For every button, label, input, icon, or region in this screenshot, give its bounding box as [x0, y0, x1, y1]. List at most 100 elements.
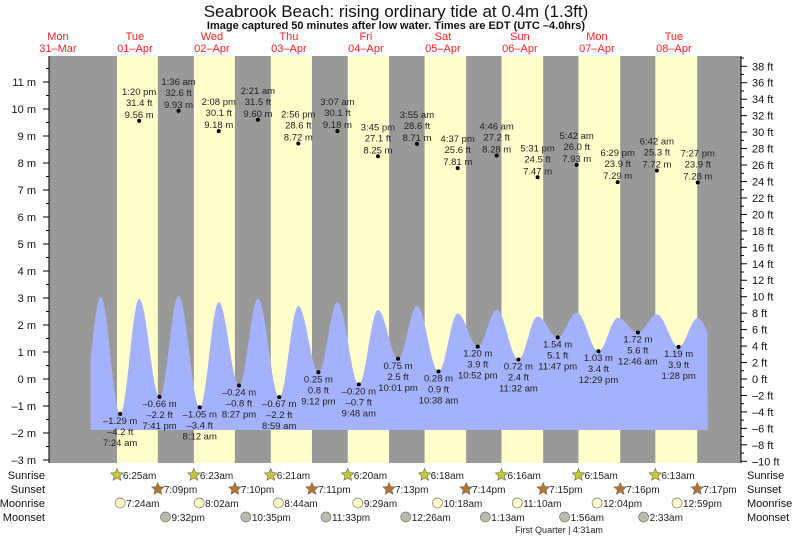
left-tick-label: 3 m — [18, 293, 36, 305]
high-tide-label: 1:36 am — [161, 77, 195, 88]
high-tide-point — [375, 154, 380, 159]
sunrise-star-icon — [648, 467, 663, 481]
right-tick-label: –4 ft — [752, 407, 773, 419]
low-tide-label: –2.2 ft — [266, 410, 293, 421]
high-tide-label: 30.1 ft — [206, 108, 233, 119]
sunset-time: 7:15pm — [549, 485, 582, 496]
sunset-row-label: Sunset — [11, 484, 45, 496]
right-tick-label: 26 ft — [752, 160, 773, 172]
low-tide-label: 8:27 pm — [222, 409, 256, 420]
low-tide-label: 0.25 m — [304, 374, 333, 385]
right-tick-label: 36 ft — [752, 78, 773, 90]
high-tide-label: 6:29 pm — [601, 148, 635, 159]
moonrise-moon-icon — [352, 497, 364, 509]
sunset-row-label-right: Sunset — [747, 484, 781, 496]
moonrise-time: 12:59pm — [683, 499, 722, 510]
sunset-time: 7:10pm — [241, 485, 274, 496]
low-tide-label: 8:59 am — [262, 421, 296, 432]
moonset-moon-icon — [240, 511, 252, 523]
day-label-date: 01–Apr — [117, 43, 153, 55]
day-label-dow: Mon — [47, 31, 68, 43]
high-tide-label: 5:31 pm — [520, 143, 554, 154]
sunrise-star-icon — [571, 467, 586, 481]
moonrise-row-label: Moonrise — [0, 498, 45, 510]
low-tide-label: 3.9 ft — [467, 360, 488, 371]
high-tide-label: 7.29 m — [603, 171, 632, 182]
sunrise-time: 6:20am — [354, 471, 387, 482]
tide-area — [90, 295, 708, 430]
sunrise-time: 6:25am — [123, 471, 156, 482]
high-tide-label: 23.9 ft — [685, 159, 712, 170]
high-tide-label: 3:45 pm — [361, 122, 395, 133]
high-tide-label: 2:56 pm — [281, 110, 315, 121]
moonset-time: 11:33pm — [332, 513, 370, 524]
day-label-dow: Fri — [359, 31, 372, 43]
right-tick-label: 6 ft — [752, 325, 767, 337]
high-tide-label: 9.93 m — [164, 100, 193, 111]
high-tide-point — [137, 118, 142, 123]
high-tide-label: 3:07 am — [320, 97, 354, 108]
low-tide-label: 8:12 am — [183, 431, 217, 442]
high-tide-point — [455, 166, 460, 171]
high-tide-label: 31.5 ft — [245, 97, 272, 108]
moonset-row-label: Moonset — [3, 512, 45, 524]
sunrise-star-icon — [263, 467, 278, 481]
chart-subtitle: Image captured 50 minutes after low wate… — [207, 20, 586, 32]
moonrise-moon-icon — [591, 497, 603, 509]
high-tide-label: 6:42 am — [640, 137, 674, 148]
moonrise-moon-icon — [273, 497, 284, 509]
sunrise-time: 6:23am — [200, 471, 233, 482]
high-tide-label: 30.1 ft — [324, 108, 351, 119]
right-tick-label: 10 ft — [752, 292, 773, 304]
sunrise-star-icon — [110, 467, 124, 481]
high-tide-label: 8.28 m — [482, 144, 511, 155]
high-tide-label: 8.25 m — [363, 145, 392, 156]
day-label-date: 31–Mar — [39, 43, 77, 55]
high-tide-point — [176, 108, 181, 113]
high-tide-label: 7.81 m — [443, 157, 472, 168]
low-tide-label: 5.1 ft — [547, 350, 568, 361]
sunrise-time: 6:21am — [277, 471, 310, 482]
low-tide-point — [316, 370, 321, 375]
low-tide-label: 1.20 m — [463, 349, 492, 360]
sunset-time: 7:17pm — [703, 485, 736, 496]
high-tide-label: 7.93 m — [562, 154, 591, 165]
moonset-time: 2:33am — [650, 513, 683, 524]
moonrise-moon-icon — [193, 497, 205, 509]
low-tide-label: 1.19 m — [664, 349, 693, 360]
low-tide-label: 0.75 m — [384, 361, 413, 372]
sunrise-time: 6:13am — [661, 471, 694, 482]
right-tick-label: 14 ft — [752, 259, 773, 271]
high-tide-label: 28.6 ft — [285, 121, 312, 132]
high-tide-label: 5:42 am — [560, 131, 594, 142]
day-label-date: 03–Apr — [271, 43, 307, 55]
moonset-time: 9:32pm — [171, 513, 204, 524]
low-tide-label: –0.7 ft — [346, 397, 373, 408]
moonset-moon-icon — [400, 511, 412, 523]
day-label-date: 08–Apr — [656, 43, 692, 55]
right-tick-label: 18 ft — [752, 226, 773, 238]
high-tide-label: 25.3 ft — [644, 148, 671, 159]
sunrise-row-label: Sunrise — [8, 470, 45, 482]
low-tide-label: –4.2 ft — [107, 427, 134, 438]
left-tick-label: 2 m — [18, 320, 36, 332]
low-tide-label: 1:28 pm — [661, 371, 695, 382]
moonrise-moon-icon — [511, 497, 523, 509]
right-tick-label: 34 ft — [752, 94, 773, 106]
sunset-star-icon — [227, 481, 242, 495]
moonrise-time: 9:29am — [364, 499, 397, 510]
low-tide-label: –0.67 m — [262, 399, 296, 410]
right-tick-label: 30 ft — [752, 127, 773, 139]
low-tide-point — [157, 394, 162, 399]
high-tide-label: 4:46 am — [480, 121, 514, 132]
right-tick-label: 0 ft — [752, 374, 767, 386]
moonrise-time: 12:04pm — [603, 499, 642, 510]
high-tide-point — [255, 117, 260, 122]
right-tick-label: 2 ft — [752, 358, 767, 370]
high-tide-label: 8.72 m — [284, 133, 313, 144]
left-tick-label: 10 m — [12, 104, 36, 116]
left-tick-label: 7 m — [18, 185, 36, 197]
low-tide-label: 2.5 ft — [387, 372, 408, 383]
sunrise-star-icon — [186, 467, 201, 481]
low-tide-label: 5.6 ft — [627, 346, 648, 357]
